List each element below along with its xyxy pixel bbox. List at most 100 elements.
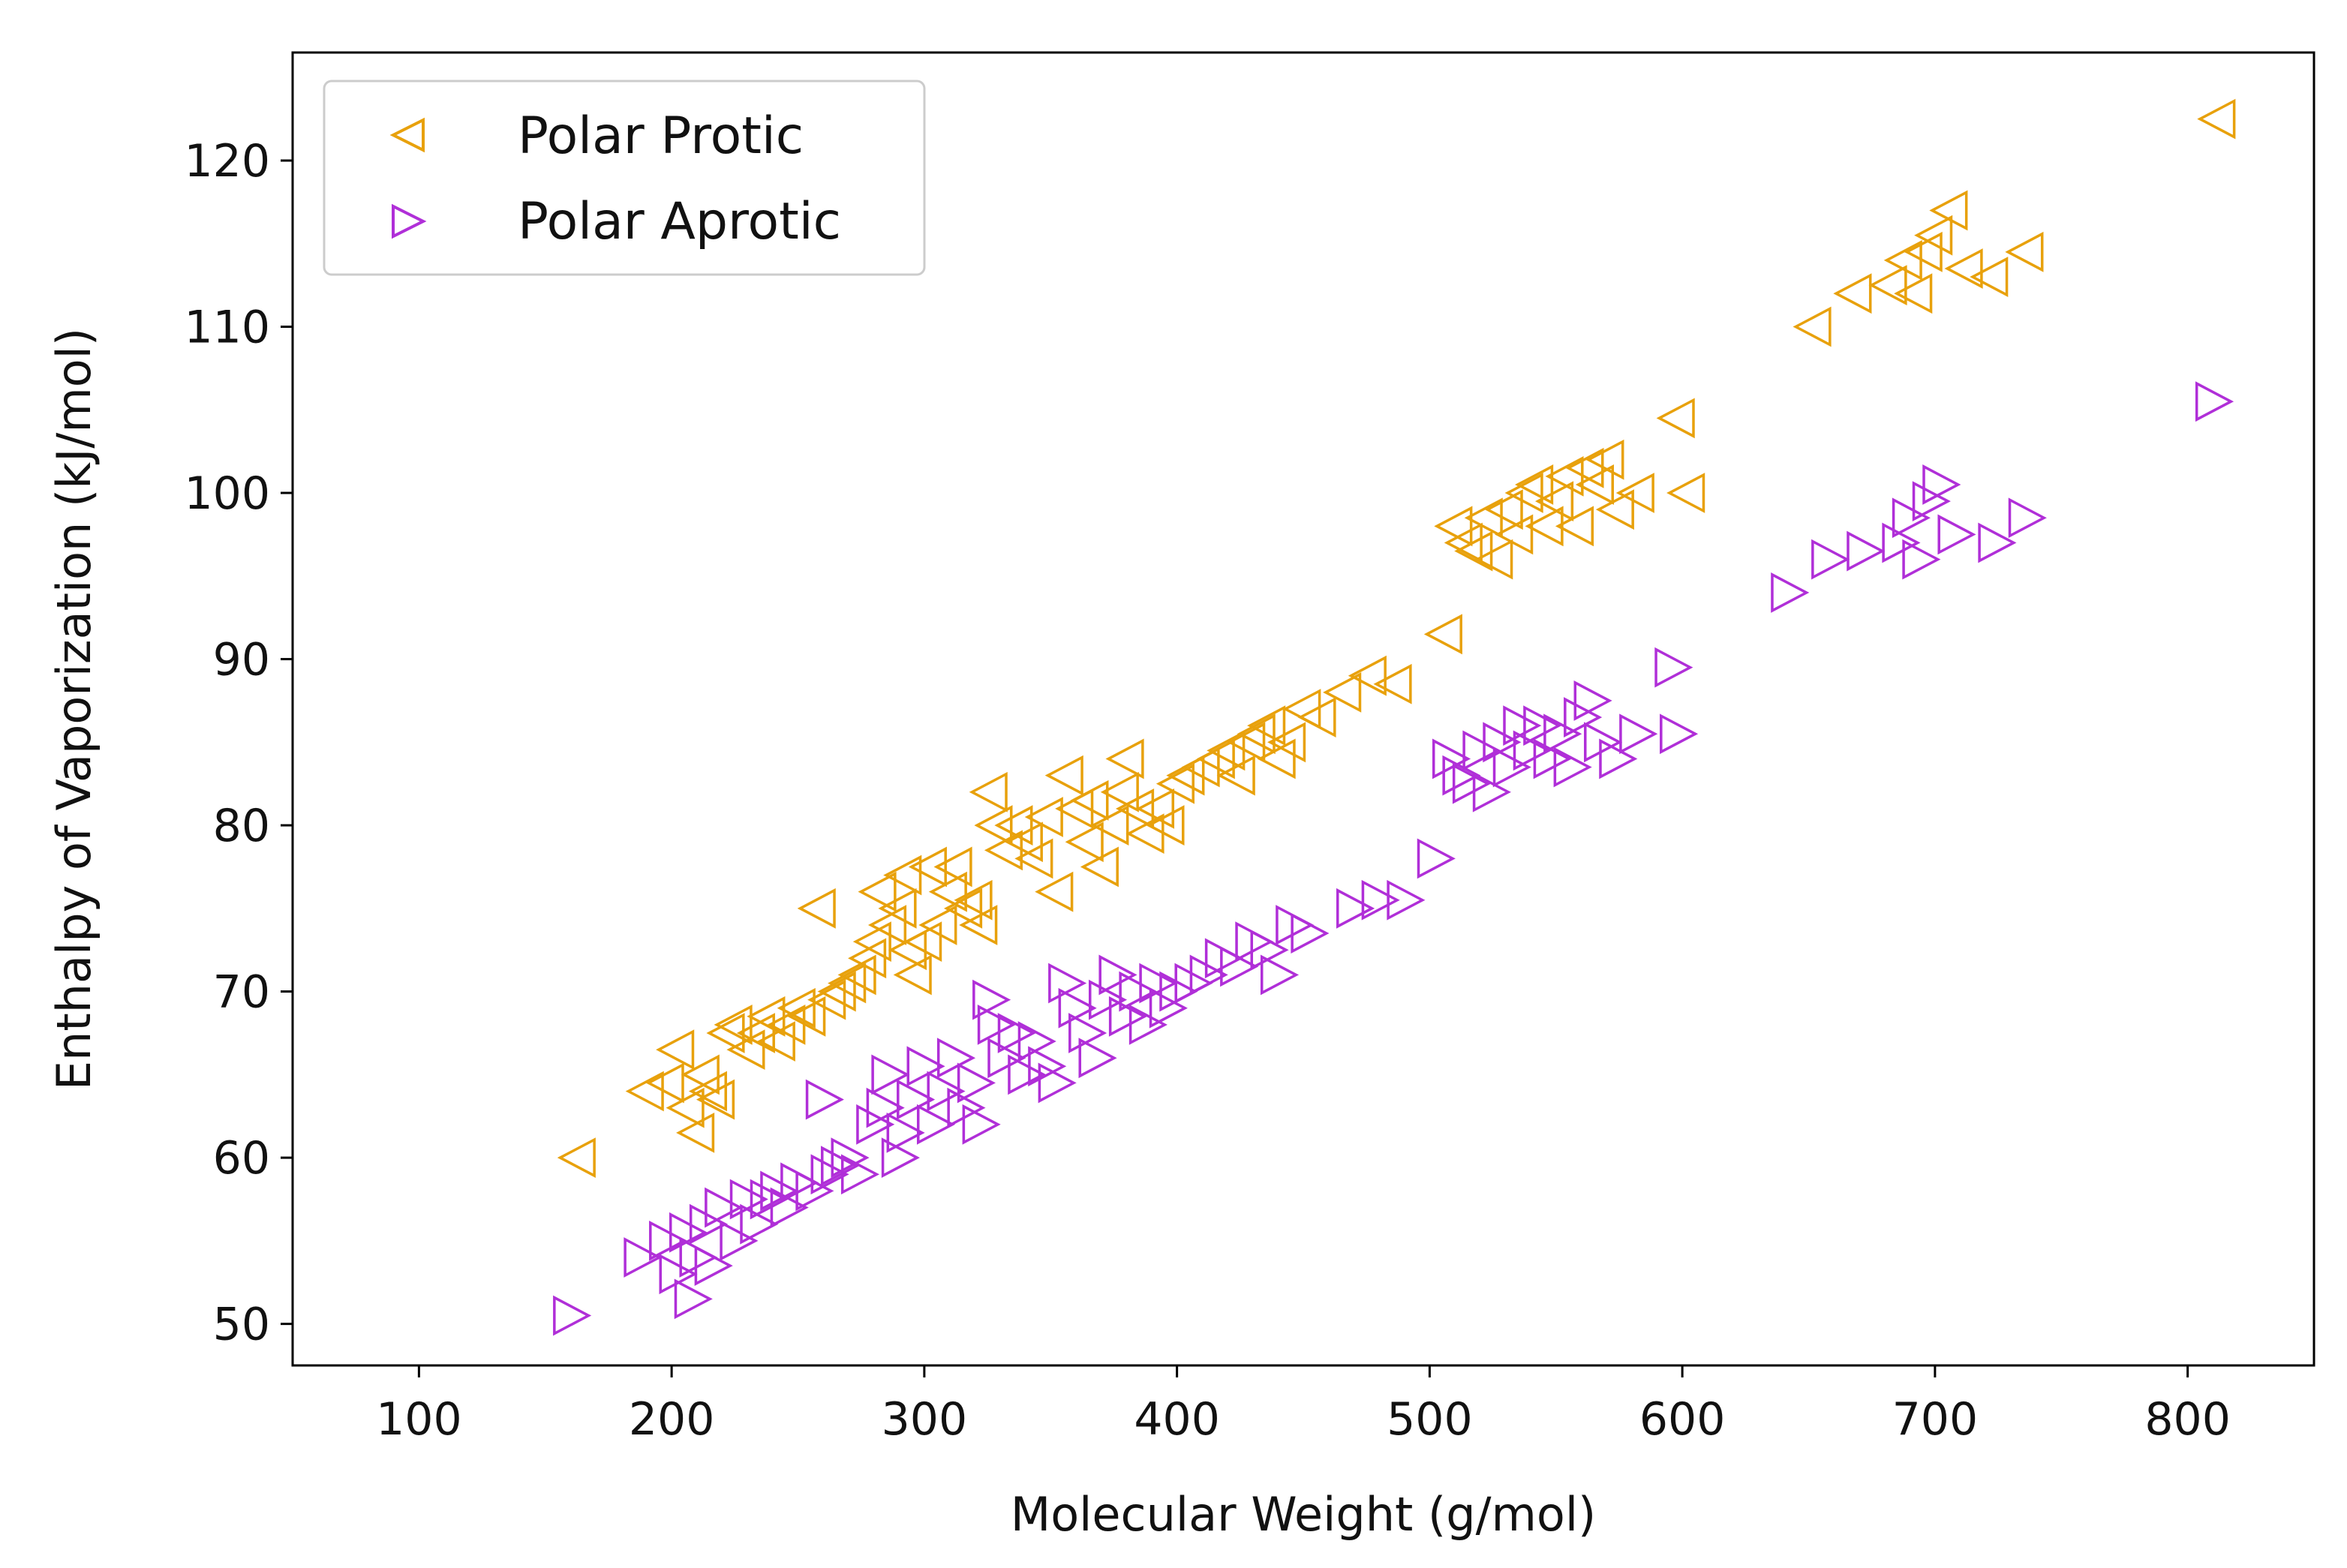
polar-aprotic-point bbox=[1882, 522, 1921, 563]
polar-aprotic-point bbox=[1078, 1038, 1117, 1079]
polar-protic-point bbox=[1525, 506, 1564, 547]
polar-protic-point bbox=[883, 855, 922, 896]
polar-protic-point bbox=[1894, 273, 1933, 314]
polar-protic-point bbox=[1929, 190, 1968, 231]
polar-aprotic-point bbox=[689, 1203, 729, 1245]
polar-protic-point bbox=[1373, 663, 1412, 704]
polar-protic-point bbox=[933, 846, 972, 888]
legend-box bbox=[323, 80, 926, 276]
polar-aprotic-point bbox=[720, 1220, 759, 1261]
polar-aprotic-point bbox=[881, 1137, 920, 1178]
polar-aprotic-point bbox=[1088, 979, 1128, 1020]
legend: Polar Protic Polar Aprotic bbox=[323, 80, 926, 276]
polar-aprotic-point bbox=[1028, 1046, 1067, 1087]
polar-protic-point bbox=[943, 888, 983, 929]
polar-protic-point bbox=[1247, 705, 1286, 746]
polar-aprotic-point bbox=[972, 979, 1011, 1020]
x-tick-label: 500 bbox=[1387, 1393, 1473, 1446]
polar-protic-point bbox=[1595, 489, 1634, 530]
polar-protic-point bbox=[681, 1054, 720, 1095]
polar-protic-point bbox=[1615, 473, 1654, 513]
polar-aprotic-point bbox=[1533, 738, 1572, 779]
polar-protic-point bbox=[1495, 514, 1534, 555]
polar-protic-point bbox=[1833, 273, 1872, 314]
polar-protic-point bbox=[1575, 464, 1614, 505]
polar-protic-point bbox=[1080, 846, 1119, 888]
polar-aprotic-point bbox=[1811, 539, 1850, 580]
y-tick-label: 100 bbox=[184, 467, 270, 520]
x-tick-label: 100 bbox=[376, 1393, 462, 1446]
polar-aprotic-point bbox=[916, 1104, 956, 1145]
polar-aprotic-point bbox=[1260, 954, 1300, 996]
polar-aprotic-point bbox=[977, 1004, 1016, 1045]
polar-protic-point bbox=[1515, 464, 1554, 505]
x-tick-label: 200 bbox=[629, 1393, 715, 1446]
polar-aprotic-point bbox=[1492, 746, 1531, 788]
polar-aprotic-point bbox=[897, 1079, 936, 1120]
polar-protic-point bbox=[1257, 738, 1296, 779]
polar-aprotic-point bbox=[1452, 763, 1492, 804]
y-tick-label: 60 bbox=[213, 1132, 270, 1185]
polar-aprotic-point bbox=[2008, 497, 2047, 539]
polar-aprotic-point bbox=[1573, 680, 1612, 721]
polar-aprotic-point bbox=[1387, 879, 1426, 921]
x-axis-title: Molecular Weight (g/mol) bbox=[1011, 1487, 1596, 1542]
polar-protic-point bbox=[1793, 306, 1832, 347]
polar-protic-point bbox=[787, 996, 826, 1037]
polar-protic-point bbox=[1868, 265, 1907, 306]
polar-protic-point bbox=[1155, 763, 1195, 804]
polar-aprotic-point bbox=[674, 1278, 713, 1320]
polar-aprotic-point bbox=[1472, 771, 1511, 813]
polar-protic-point bbox=[557, 1137, 596, 1178]
polar-protic-point bbox=[1267, 722, 1306, 763]
polar-protic-point bbox=[908, 846, 947, 888]
polar-aprotic-point bbox=[740, 1203, 779, 1245]
polar-protic-point bbox=[1044, 755, 1083, 796]
polar-protic-point bbox=[1105, 738, 1144, 779]
polar-protic-point bbox=[1070, 779, 1109, 821]
polar-aprotic-point bbox=[927, 1071, 966, 1112]
polar-protic-point bbox=[1004, 822, 1043, 863]
polar-aprotic-point bbox=[795, 1170, 834, 1212]
polar-protic-point bbox=[797, 888, 836, 929]
polar-aprotic-point bbox=[1543, 713, 1582, 755]
polar-aprotic-point bbox=[840, 1154, 880, 1195]
x-tick-label: 300 bbox=[882, 1393, 968, 1446]
polar-aprotic-point bbox=[1119, 971, 1158, 1012]
polar-protic-point bbox=[817, 971, 856, 1012]
polar-aprotic-point bbox=[1361, 879, 1400, 921]
polar-aprotic-point bbox=[694, 1245, 733, 1286]
polar-aprotic-point bbox=[1139, 963, 1178, 1004]
polar-protic-point bbox=[726, 1029, 765, 1071]
polar-aprotic-point bbox=[1483, 722, 1522, 763]
polar-protic-point bbox=[1970, 257, 2009, 297]
polar-protic-point bbox=[828, 963, 867, 1004]
polar-aprotic-point bbox=[1902, 539, 1941, 580]
polar-protic-point bbox=[1504, 473, 1543, 513]
polar-protic-point bbox=[666, 1087, 705, 1128]
polar-protic-point bbox=[1666, 473, 1705, 513]
x-tick-label: 600 bbox=[1639, 1393, 1726, 1446]
polar-protic-point bbox=[1146, 805, 1185, 846]
y-tick-label: 80 bbox=[213, 800, 270, 852]
polar-aprotic-point bbox=[1654, 647, 1693, 688]
polar-protic-point bbox=[1944, 248, 1983, 289]
x-tick-label: 800 bbox=[2144, 1393, 2231, 1446]
polar-protic-point bbox=[676, 1112, 715, 1153]
polar-aprotic-point bbox=[906, 1046, 945, 1087]
polar-aprotic-point bbox=[936, 1038, 976, 1079]
polar-aprotic-point bbox=[669, 1212, 708, 1253]
polar-aprotic-point bbox=[962, 1104, 1001, 1145]
legend-marker-polar-protic bbox=[389, 117, 425, 153]
polar-aprotic-point bbox=[866, 1087, 905, 1128]
polar-protic-point bbox=[1585, 439, 1624, 480]
polar-aprotic-point bbox=[856, 1104, 895, 1145]
polar-protic-point bbox=[959, 905, 998, 945]
y-tick-label: 50 bbox=[213, 1299, 270, 1351]
polar-aprotic-point bbox=[649, 1220, 688, 1261]
polar-aprotic-point bbox=[1584, 722, 1623, 763]
polar-protic-point bbox=[1904, 231, 1943, 272]
polar-protic-point bbox=[1100, 771, 1139, 813]
polar-protic-point bbox=[1196, 738, 1235, 779]
